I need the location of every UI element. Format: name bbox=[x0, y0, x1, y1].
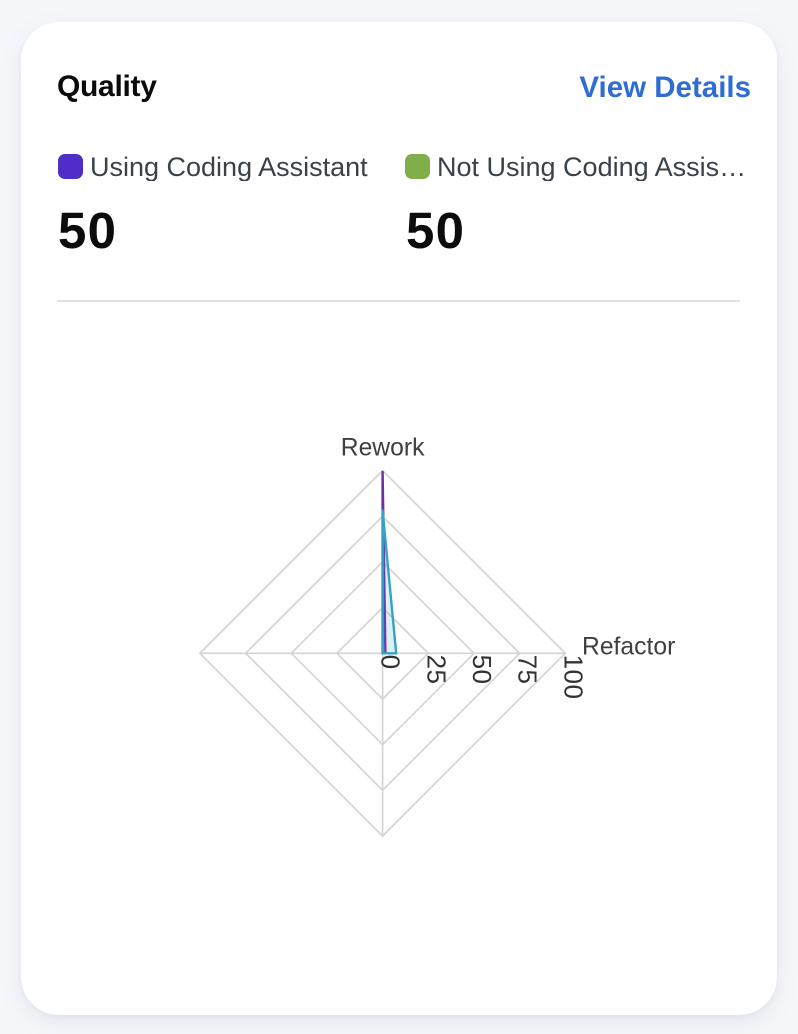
svg-text:25: 25 bbox=[421, 655, 451, 685]
svg-text:0: 0 bbox=[376, 655, 406, 670]
svg-text:75: 75 bbox=[513, 655, 543, 685]
svg-text:Rework: Rework bbox=[341, 435, 425, 462]
svg-text:Refactor: Refactor bbox=[582, 633, 675, 660]
svg-text:100: 100 bbox=[558, 655, 588, 700]
svg-text:50: 50 bbox=[467, 655, 497, 685]
